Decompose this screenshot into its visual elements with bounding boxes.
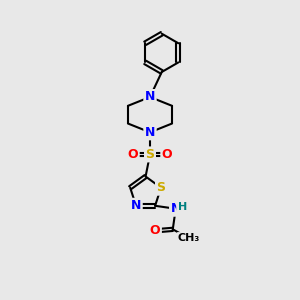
Text: O: O: [162, 148, 172, 161]
Text: N: N: [131, 199, 141, 212]
Text: H: H: [178, 202, 187, 212]
Text: O: O: [150, 224, 160, 237]
Text: O: O: [128, 148, 138, 161]
Text: S: S: [157, 181, 166, 194]
Text: N: N: [145, 91, 155, 103]
Text: N: N: [170, 202, 181, 215]
Text: N: N: [145, 126, 155, 139]
Text: CH₃: CH₃: [178, 233, 200, 243]
Text: S: S: [146, 148, 154, 161]
